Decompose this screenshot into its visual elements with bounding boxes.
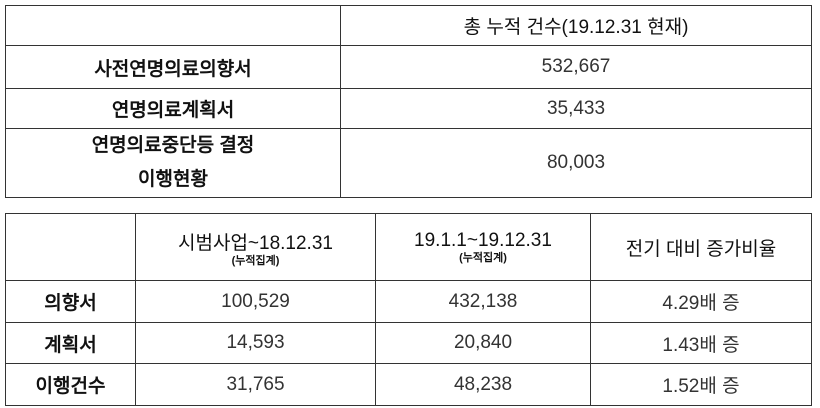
cell: 100,529 (135, 280, 376, 323)
row-value: 80,003 (340, 128, 812, 198)
summary-table: 총 누적 건수(19.12.31 현재) 사전연명의료의향서 532,667 연… (5, 5, 812, 198)
header-title: 시범사업~18.12.31 (178, 232, 333, 254)
table-row: 이행건수 31,765 48,238 1.52배 증 (5, 363, 812, 406)
cell: 14,593 (135, 322, 376, 364)
header-subtitle: (누적집계) (459, 252, 507, 264)
comparison-table: 시범사업~18.12.31 (누적집계) 19.1.1~19.12.31 (누적집계… (5, 213, 812, 406)
row-label: 연명의료중단등 결정 이행현황 (5, 128, 341, 198)
table-header-row: 시범사업~18.12.31 (누적집계) 19.1.1~19.12.31 (누적집계… (5, 213, 812, 281)
table-row: 계획서 14,593 20,840 1.43배 증 (5, 322, 812, 364)
cell: 20,840 (375, 322, 591, 364)
cell: 1.52배 증 (590, 363, 812, 406)
cell: 48,238 (375, 363, 591, 406)
row-label: 의향서 (5, 280, 136, 323)
row-label: 사전연명의료의향서 (5, 45, 341, 89)
row-label: 이행건수 (5, 363, 136, 406)
table-row: 사전연명의료의향서 532,667 (5, 45, 812, 89)
header-2019-period: 19.1.1~19.12.31 (누적집계) (375, 213, 591, 281)
header-subtitle: (누적집계) (231, 254, 280, 267)
header-title: 19.1.1~19.12.31 (414, 230, 552, 251)
row-label: 계획서 (5, 322, 136, 364)
cell: 31,765 (135, 363, 376, 406)
cell: 1.43배 증 (590, 322, 812, 364)
header-total-cumulative: 총 누적 건수(19.12.31 현재) (340, 5, 812, 46)
empty-header-cell (5, 5, 341, 46)
row-value: 35,433 (340, 88, 812, 129)
table-row: 연명의료계획서 35,433 (5, 88, 812, 129)
table-row: 연명의료중단등 결정 이행현황 80,003 (5, 128, 812, 198)
empty-header-cell (5, 213, 136, 281)
table-row: 의향서 100,529 432,138 4.29배 증 (5, 280, 812, 323)
row-label: 연명의료계획서 (5, 88, 341, 129)
row-label-line2: 이행현황 (138, 169, 208, 190)
header-pilot-period: 시범사업~18.12.31 (누적집계) (135, 213, 376, 281)
row-label-line1: 연명의료중단등 결정 (91, 135, 255, 156)
row-value: 532,667 (340, 45, 812, 89)
table-header-row: 총 누적 건수(19.12.31 현재) (5, 5, 812, 46)
cell: 4.29배 증 (590, 280, 812, 323)
cell: 432,138 (375, 280, 591, 323)
header-increase-ratio: 전기 대비 증가비율 (590, 213, 812, 281)
